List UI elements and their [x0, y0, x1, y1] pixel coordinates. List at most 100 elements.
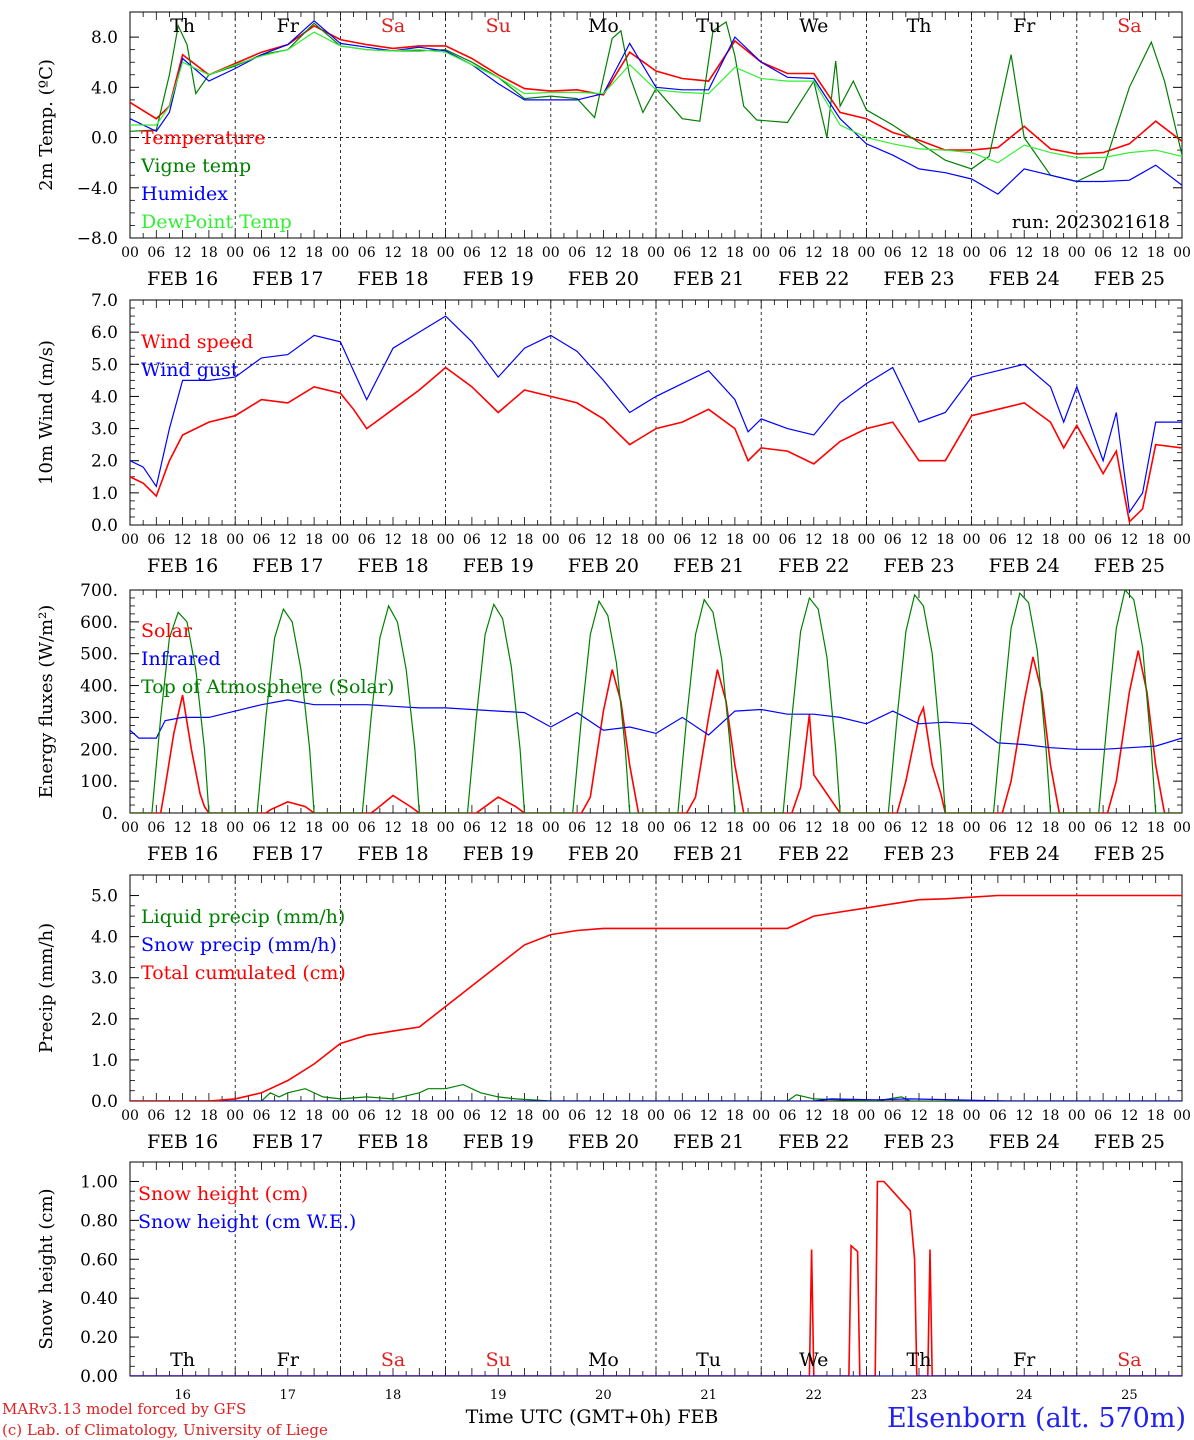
hour-label: 12	[174, 820, 192, 836]
hour-label: 12	[700, 245, 718, 261]
y-tick-label: 500.	[80, 645, 118, 665]
date-label: FEB 20	[568, 268, 639, 290]
date-label: FEB 25	[1094, 843, 1165, 865]
hour-label: 06	[253, 532, 271, 548]
hour-label: 00	[1173, 245, 1191, 261]
y-tick-label: 700.	[80, 581, 118, 601]
hour-label: 18	[200, 820, 218, 836]
panel-5: 1.00 0.80 0.60 0.40 0.20 0.00 Snow height (cm)…	[36, 1161, 1183, 1403]
hour-label: 06	[1094, 245, 1112, 261]
weekday-label: Fr	[277, 15, 300, 37]
weekday-label: Mo	[588, 1349, 619, 1371]
date-label: FEB 25	[1094, 555, 1165, 577]
hour-label: 00	[121, 245, 139, 261]
y-tick-label: 1.00	[80, 1172, 118, 1192]
date-label: FEB 23	[883, 1131, 954, 1153]
y-tick-label: 3.0	[91, 420, 118, 440]
hour-label: 18	[305, 245, 323, 261]
date-label: FEB 18	[357, 555, 428, 577]
hour-label: 06	[147, 1108, 165, 1124]
hour-label: 06	[779, 532, 797, 548]
y-tick-label: 300.	[80, 708, 118, 728]
date-label: FEB 16	[147, 555, 218, 577]
hour-label: 18	[516, 245, 534, 261]
panel-4: 5.0 4.0 3.0 2.0 1.0 0.0 Precip (mm/h) Liquid pr…	[36, 874, 1191, 1153]
station-name: Elsenborn (alt. 570m)	[887, 1403, 1186, 1434]
hour-label: 12	[910, 532, 928, 548]
hour-label: 06	[568, 245, 586, 261]
hour-label: 12	[384, 532, 402, 548]
hour-label: 12	[910, 1108, 928, 1124]
hour-label: 00	[226, 532, 244, 548]
y-axis-label: Precip (mm/h)	[36, 923, 57, 1053]
hour-label: 00	[542, 245, 560, 261]
hour-label: 06	[989, 1108, 1007, 1124]
hour-label: 18	[831, 532, 849, 548]
date-label: FEB 16	[147, 843, 218, 865]
hour-label: 18	[516, 820, 534, 836]
y-tick-label: 100.	[80, 772, 118, 792]
hour-label: 00	[963, 1108, 981, 1124]
hour-label: 12	[279, 245, 297, 261]
weekday-label: We	[799, 1349, 828, 1371]
hour-label: 00	[437, 245, 455, 261]
day-number-label: 21	[700, 1388, 717, 1403]
y-axis-label: 10m Wind (m/s)	[36, 340, 57, 485]
hour-label: 06	[884, 1108, 902, 1124]
hour-label: 00	[542, 532, 560, 548]
panel-3: 700. 600. 500. 400. 300. 200. 100. 0. Energy flu…	[36, 581, 1191, 865]
hour-label: 00	[542, 1108, 560, 1124]
hour-label: 18	[200, 245, 218, 261]
hour-label: 00	[121, 1108, 139, 1124]
y-tick-label: 4.0	[91, 928, 118, 948]
weekday-label: Fr	[277, 1349, 300, 1371]
hour-label: 06	[884, 245, 902, 261]
hour-label: 18	[516, 1108, 534, 1124]
hour-label: 06	[147, 245, 165, 261]
weekday-label: Su	[486, 1349, 511, 1371]
date-label: FEB 19	[463, 1131, 534, 1153]
date-label: FEB 23	[883, 268, 954, 290]
hour-label: 00	[1068, 245, 1086, 261]
hour-label: 00	[437, 1108, 455, 1124]
hour-label: 12	[1120, 245, 1138, 261]
hour-label: 00	[1068, 532, 1086, 548]
date-label: FEB 25	[1094, 268, 1165, 290]
y-tick-label: 2.0	[91, 452, 118, 472]
legend-entry: Snow height (cm)	[138, 1183, 308, 1205]
hour-label: 06	[1094, 820, 1112, 836]
legend-entry: Liquid precip (mm/h)	[141, 906, 345, 928]
hour-label: 12	[1015, 1108, 1033, 1124]
series-line-top-of-atmosphere-solar-	[130, 590, 1182, 813]
hour-label: 18	[1147, 245, 1165, 261]
weekday-label: Sa	[1117, 15, 1141, 37]
hour-label: 06	[779, 245, 797, 261]
date-label: FEB 21	[673, 1131, 744, 1153]
y-tick-label: 6.0	[91, 323, 118, 343]
legend-entry: Snow precip (mm/h)	[141, 934, 337, 956]
weekday-label: Sa	[1117, 1349, 1141, 1371]
y-tick-label: 2.0	[91, 1010, 118, 1030]
y-tick-label: 5.0	[91, 887, 118, 907]
hour-label: 12	[594, 245, 612, 261]
hour-label: 06	[147, 820, 165, 836]
y-tick-label: 1.0	[91, 484, 118, 504]
hour-label: 00	[121, 532, 139, 548]
hour-label: 18	[410, 820, 428, 836]
y-tick-label: −4.0	[77, 179, 118, 199]
hour-label: 18	[621, 245, 639, 261]
date-label: FEB 24	[989, 555, 1060, 577]
hour-label: 18	[726, 532, 744, 548]
hour-label: 00	[437, 532, 455, 548]
hour-label: 18	[1042, 1108, 1060, 1124]
day-number-label: 20	[595, 1388, 612, 1403]
series-line-vigne-temp	[130, 21, 1182, 183]
panel-1: 8.0 4.0 0.0 −4.0 −8.0 2m Temp. (ºC) Temperatur…	[36, 11, 1191, 290]
hour-label: 12	[279, 820, 297, 836]
series-line-infrared	[130, 699, 1182, 750]
date-label: FEB 23	[883, 555, 954, 577]
hour-label: 12	[805, 532, 823, 548]
y-axis-label: Energy fluxes (W/m²)	[36, 605, 57, 799]
legend-entry: Infrared	[141, 648, 221, 670]
y-tick-label: 0.0	[91, 1092, 118, 1112]
